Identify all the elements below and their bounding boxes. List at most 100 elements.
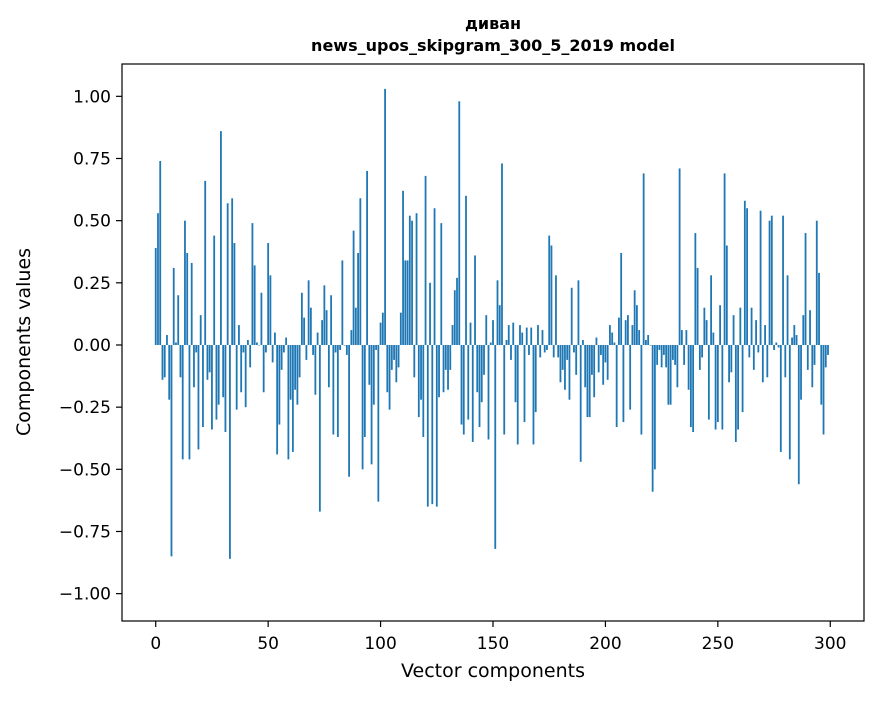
bar-269 xyxy=(759,210,762,345)
bar-260 xyxy=(739,307,742,345)
bar-129 xyxy=(444,344,447,370)
bar-200 xyxy=(604,344,607,363)
bar-169 xyxy=(534,344,537,413)
bar-132 xyxy=(451,325,454,345)
bar-261 xyxy=(741,344,744,413)
bar-248 xyxy=(712,332,715,345)
bar-14 xyxy=(186,252,189,345)
bar-127 xyxy=(440,223,443,345)
bar-265 xyxy=(750,307,753,345)
bar-149 xyxy=(489,342,492,345)
bar-67 xyxy=(305,344,308,360)
bar-146 xyxy=(483,344,485,375)
bar-154 xyxy=(501,163,503,345)
bar-272 xyxy=(766,344,769,378)
bar-235 xyxy=(683,344,686,365)
bar-297 xyxy=(822,344,825,435)
bar-107 xyxy=(395,344,398,383)
bar-262 xyxy=(743,200,746,345)
bar-286 xyxy=(797,344,800,485)
y-tick-label: −0.25 xyxy=(59,398,111,418)
bar-177 xyxy=(552,344,555,358)
bar-31 xyxy=(224,344,227,433)
bar-158 xyxy=(510,344,512,360)
bar-215 xyxy=(638,330,641,345)
bar-266 xyxy=(752,344,755,370)
bar-244 xyxy=(703,307,706,345)
bar-45 xyxy=(256,342,258,345)
bar-22 xyxy=(204,180,207,345)
y-tick-label: 0.50 xyxy=(73,212,111,232)
bar-251 xyxy=(719,305,721,345)
bar-194 xyxy=(591,344,593,375)
bar-52 xyxy=(271,344,274,363)
bar-144 xyxy=(478,344,481,428)
bar-239 xyxy=(692,344,695,433)
bar-12 xyxy=(181,344,184,460)
bar-206 xyxy=(618,317,620,345)
bar-120 xyxy=(424,175,427,345)
bar-141 xyxy=(471,344,474,442)
bar-153 xyxy=(498,305,501,345)
bar-184 xyxy=(568,344,571,400)
bar-209 xyxy=(624,320,627,345)
bar-100 xyxy=(379,322,382,345)
bar-176 xyxy=(550,245,553,345)
bar-268 xyxy=(757,344,760,353)
bar-77 xyxy=(327,344,330,388)
bar-29 xyxy=(220,131,222,345)
bar-293 xyxy=(813,344,816,365)
bar-257 xyxy=(732,315,735,345)
bar-161 xyxy=(516,344,519,445)
bar-36 xyxy=(235,344,238,410)
x-axis-ticks: 0 50 100 150 200 250 300 xyxy=(150,621,846,654)
bar-110 xyxy=(402,190,404,345)
bar-287 xyxy=(800,344,802,400)
bar-64 xyxy=(298,344,301,378)
bar-140 xyxy=(469,322,472,345)
bar-157 xyxy=(507,325,510,345)
bar-252 xyxy=(721,344,724,430)
bar-82 xyxy=(339,344,341,350)
bar-97 xyxy=(372,344,375,405)
bar-51 xyxy=(269,275,272,345)
bar-289 xyxy=(804,233,807,345)
bar-69 xyxy=(309,307,312,345)
bar-253 xyxy=(723,173,726,345)
bar-70 xyxy=(312,344,315,355)
bar-119 xyxy=(422,344,425,437)
bar-150 xyxy=(492,320,494,345)
bar-216 xyxy=(640,344,643,435)
bar-49 xyxy=(265,344,267,353)
bar-170 xyxy=(537,325,539,345)
bar-275 xyxy=(773,344,775,350)
bar-42 xyxy=(249,344,252,368)
bar-21 xyxy=(202,344,204,428)
bar-series xyxy=(154,88,829,559)
bar-203 xyxy=(611,332,614,345)
bar-249 xyxy=(714,344,717,430)
x-tick-label: 250 xyxy=(702,634,734,654)
bar-34 xyxy=(231,198,234,345)
y-tick-label: 1.00 xyxy=(73,87,111,107)
bar-96 xyxy=(370,344,373,465)
bar-117 xyxy=(417,344,420,418)
bar-245 xyxy=(705,320,708,345)
bar-1 xyxy=(157,213,159,345)
bar-280 xyxy=(784,344,787,378)
bar-173 xyxy=(543,344,546,353)
bar-185 xyxy=(570,287,573,345)
bar-181 xyxy=(561,344,564,370)
bar-58 xyxy=(285,337,288,345)
y-axis-label: Components values xyxy=(13,248,35,436)
bar-130 xyxy=(447,344,449,390)
bar-191 xyxy=(584,344,587,388)
bar-80 xyxy=(334,344,337,353)
bar-23 xyxy=(206,344,209,380)
bar-66 xyxy=(303,317,306,345)
bar-30 xyxy=(222,344,225,398)
bar-8 xyxy=(172,267,175,345)
bar-2 xyxy=(159,160,162,345)
bar-233 xyxy=(678,168,681,345)
